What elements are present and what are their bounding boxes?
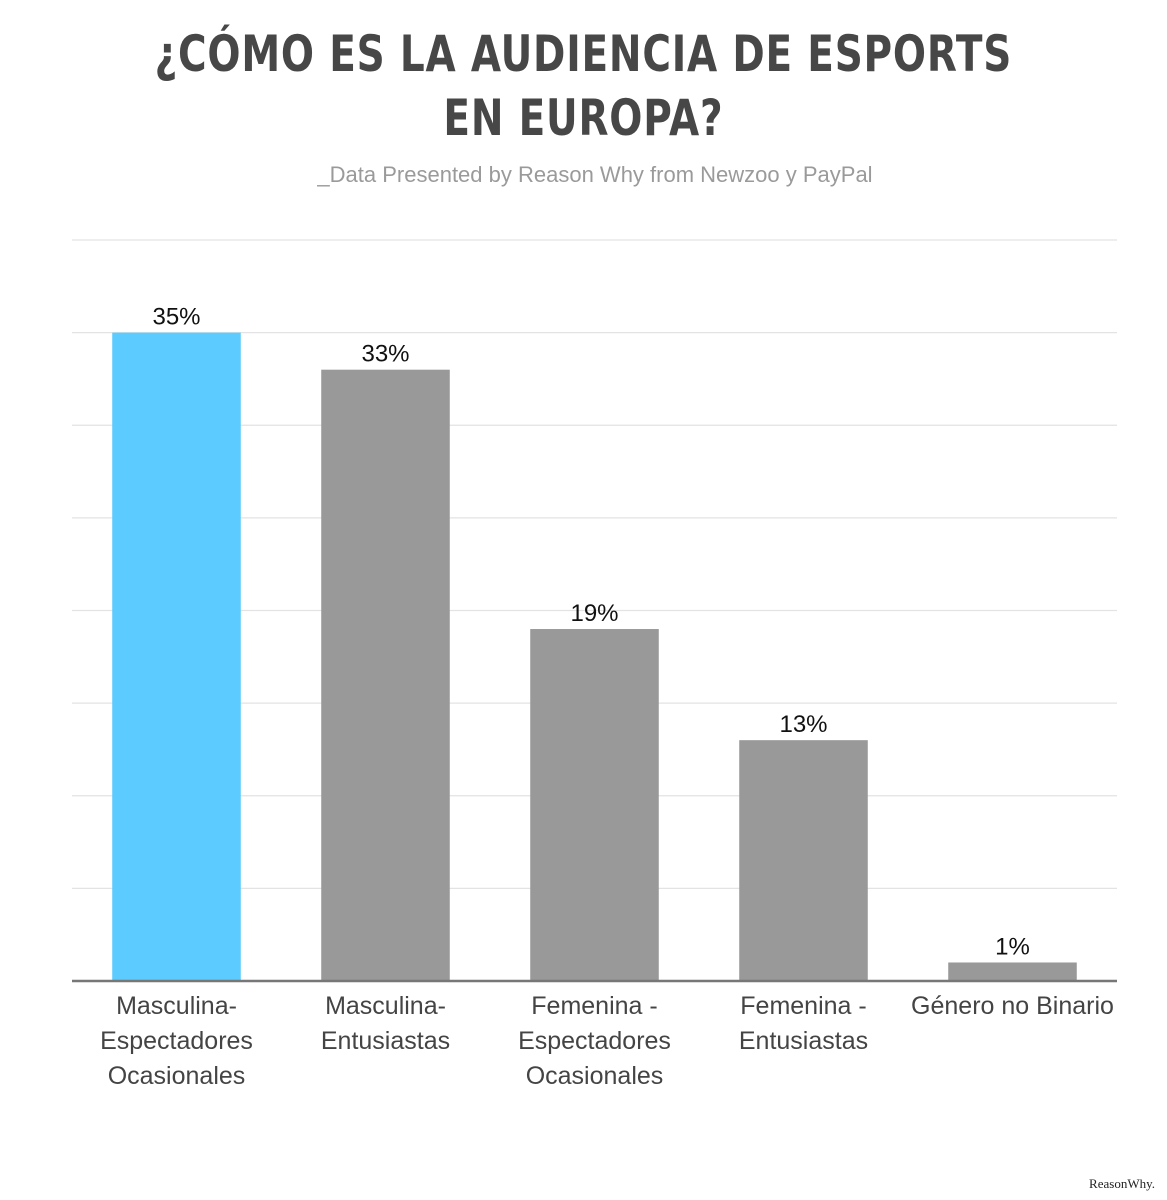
data-label: 33% bbox=[361, 341, 409, 368]
category-label: Género no Binario bbox=[911, 992, 1114, 1020]
chart-title: ¿CÓMO ES LA AUDIENCIA DE ESPORTS EN EURO… bbox=[128, 22, 1038, 150]
category-label: Entusiastas bbox=[321, 1027, 450, 1055]
category-label: Ocasionales bbox=[108, 1062, 246, 1090]
bar bbox=[948, 962, 1077, 981]
chart-subtitle: _Data Presented by Reason Why from Newzo… bbox=[317, 162, 873, 187]
data-label: 19% bbox=[570, 600, 618, 627]
category-label: Ocasionales bbox=[526, 1062, 664, 1090]
category-label: Espectadores bbox=[518, 1027, 671, 1055]
bar bbox=[530, 629, 659, 981]
category-label: Femenina - bbox=[740, 992, 866, 1020]
data-label: 13% bbox=[779, 711, 827, 738]
data-label: 1% bbox=[995, 933, 1030, 960]
bar bbox=[739, 740, 868, 981]
category-label: Femenina - bbox=[531, 992, 657, 1020]
chart-title-line-1: ¿CÓMO ES LA AUDIENCIA DE ESPORTS bbox=[154, 25, 1013, 83]
chart-title-line-2: EN EUROPA? bbox=[443, 89, 724, 147]
category-label: Entusiastas bbox=[739, 1027, 868, 1055]
bar bbox=[112, 332, 241, 981]
category-label: Masculina- bbox=[116, 992, 237, 1020]
brand-logo: ReasonWhy. bbox=[1089, 1176, 1155, 1191]
category-label: Espectadores bbox=[100, 1027, 253, 1055]
data-label: 35% bbox=[152, 304, 200, 331]
category-label: Masculina- bbox=[325, 992, 446, 1020]
bar bbox=[321, 369, 450, 981]
